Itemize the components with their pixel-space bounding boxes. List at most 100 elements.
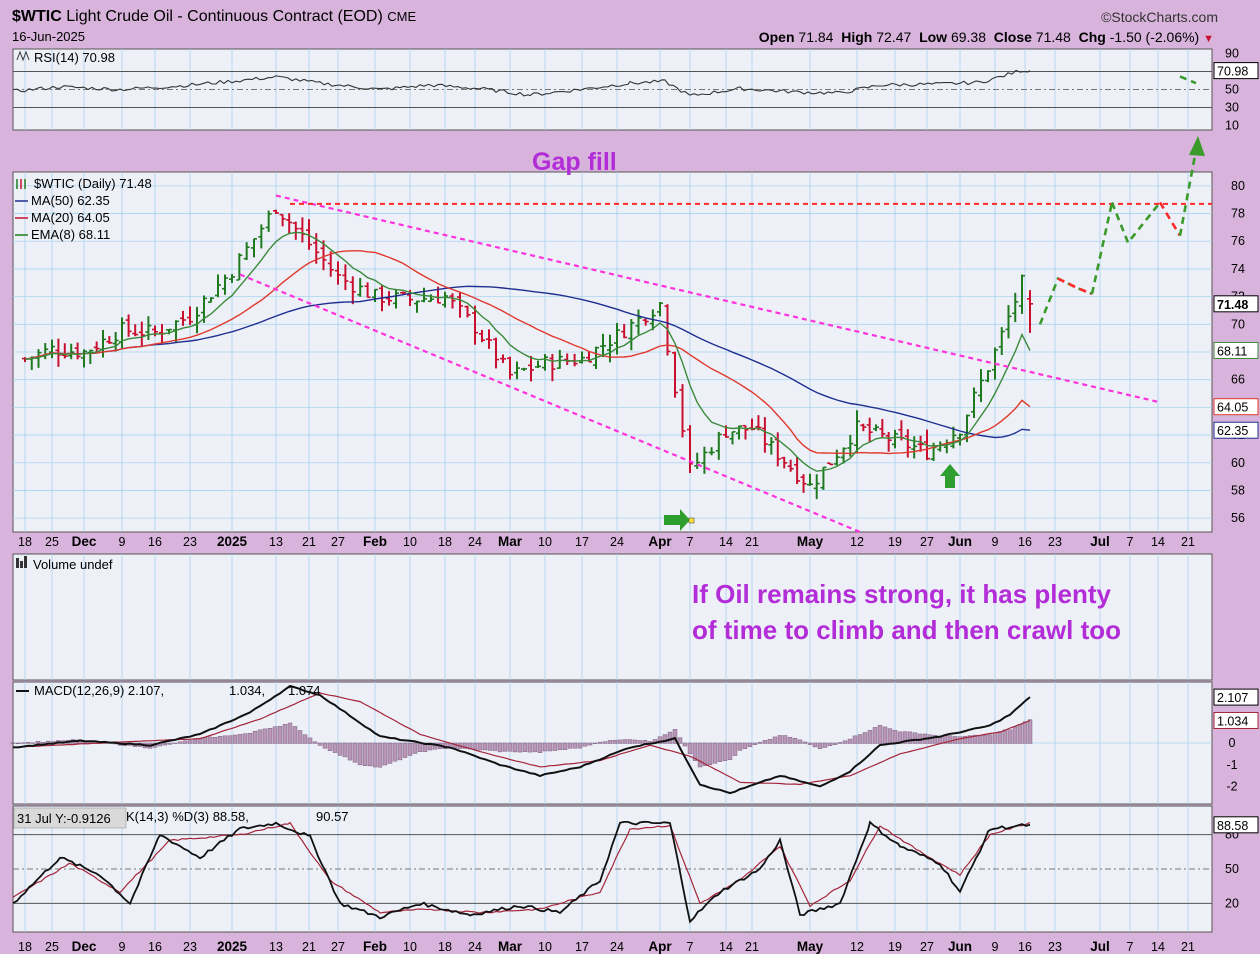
exchange: CME (387, 9, 417, 24)
price-legend-item: MA(50) 62.35 (31, 193, 110, 208)
macd-histogram-bar (907, 731, 913, 744)
date-axis-label: 9 (992, 535, 999, 549)
stoch-tag-text: 88.58 (1217, 819, 1248, 833)
stoch-axis-label: 20 (1225, 896, 1239, 910)
macd-histogram-bar (777, 735, 783, 744)
date-axis-label: 14 (1151, 535, 1165, 549)
date-axis-label: 14 (719, 940, 733, 954)
date-axis-label: 10 (403, 940, 417, 954)
macd-histogram-bar (967, 735, 973, 744)
macd-histogram-bar (852, 735, 858, 744)
macd-histogram-bar (947, 735, 953, 744)
macd-histogram-bar (627, 739, 633, 744)
macd-histogram-bar (982, 735, 988, 744)
date-axis-label: 21 (302, 940, 316, 954)
macd-signal-tag-text: 1.034 (1217, 714, 1248, 728)
macd-hist-label: 1.074 (288, 683, 321, 698)
date-axis-label: Dec (72, 939, 97, 954)
macd-histogram-bar (722, 742, 728, 761)
price-axis-label: 60 (1231, 456, 1245, 470)
macd-histogram-bar (767, 739, 773, 744)
macd-histogram-bar (542, 742, 548, 752)
volume-icon (24, 556, 27, 568)
macd-histogram-bar (342, 742, 348, 758)
macd-histogram-bar (732, 742, 738, 756)
macd-histogram-bar (787, 736, 793, 744)
date-axis-label: Jul (1090, 939, 1110, 954)
macd-histogram-bar (847, 738, 853, 744)
rsi-icon (16, 50, 30, 62)
date-axis-label: 27 (920, 940, 934, 954)
macd-histogram-bar (582, 742, 588, 747)
close-label: Close (993, 29, 1032, 45)
rsi-tag-text: 70.98 (1217, 65, 1248, 79)
macd-histogram-bar (297, 730, 303, 744)
macd-histogram-bar (247, 733, 253, 744)
macd-histogram-bar (312, 741, 318, 744)
macd-histogram-bar (382, 742, 388, 766)
macd-histogram-bar (1007, 729, 1013, 744)
date-axis-label: 21 (1181, 535, 1195, 549)
projection-up-3 (1110, 201, 1162, 246)
macd-histogram-bar (827, 742, 833, 746)
rsi-panel (12, 48, 1213, 131)
price-tag (1213, 295, 1259, 313)
macd-histogram-bar (887, 728, 893, 744)
price-legend-item: MA(20) 64.05 (31, 210, 110, 225)
date-axis-label: 24 (610, 940, 624, 954)
macd-histogram-bar (992, 732, 998, 744)
macd-histogram-bar (512, 742, 518, 753)
date-axis-label: 21 (302, 535, 316, 549)
projection-up-5 (1178, 149, 1198, 236)
macd-histogram-bar (1012, 726, 1018, 744)
macd-histogram-bar (697, 742, 703, 768)
volume-icon (20, 561, 23, 568)
macd-histogram-bar (10, 742, 16, 744)
macd-histogram-bar (227, 735, 233, 744)
macd-histogram-bar (1022, 721, 1028, 744)
macd-histogram-bar (672, 729, 678, 744)
volume-label: Volume undef (33, 557, 113, 572)
macd-histogram-bar (522, 742, 528, 752)
macd-histogram-bar (807, 742, 813, 745)
macd-histogram-bar (40, 742, 46, 744)
stoch-d-label: 90.57 (316, 809, 349, 824)
macd-histogram-bar (742, 742, 748, 749)
date-axis-label: 18 (18, 535, 32, 549)
date-axis-label: 9 (119, 535, 126, 549)
macd-histogram-bar (717, 742, 723, 762)
macd-histogram-bar (932, 734, 938, 744)
macd-histogram-bar (657, 736, 663, 744)
rsi-line (12, 69, 1031, 97)
chart-header: $WTIC Light Crude Oil - Continuous Contr… (0, 0, 1260, 46)
date-axis-label: Apr (648, 939, 672, 954)
upper-trendline (275, 194, 1159, 403)
macd-histogram-bar (772, 736, 778, 744)
macd-histogram-bar (397, 742, 403, 761)
date-axis-label: 23 (1048, 940, 1062, 954)
brand-watermark[interactable]: ©StockCharts.com (1101, 9, 1218, 25)
macd-histogram-bar (1027, 719, 1033, 744)
chg-label: Chg (1078, 29, 1106, 45)
price-axis-label: 76 (1231, 234, 1245, 248)
macd-tag (1213, 688, 1259, 706)
macd-histogram-bar (252, 730, 258, 744)
date-axis-label: 10 (538, 940, 552, 954)
date-axis-label: Jun (948, 939, 972, 954)
macd-histogram-bar (782, 735, 788, 744)
macd-histogram-bar (20, 742, 26, 744)
macd-histogram-bar (387, 742, 393, 764)
macd-histogram-bar (307, 737, 313, 744)
price-legend-item: $WTIC (Daily) 71.48 (34, 176, 152, 191)
macd-histogram-bar (317, 742, 323, 746)
macd-histogram-bar (372, 742, 378, 768)
date-axis-label: 24 (610, 535, 624, 549)
macd-histogram-bar (752, 742, 758, 745)
macd-histogram-bar (487, 742, 493, 751)
date-axis-label: 2025 (217, 939, 248, 954)
rsi-axis-label: 90 (1225, 47, 1239, 61)
macd-histogram-bar (577, 742, 583, 749)
date-axis-label: 23 (1048, 535, 1062, 549)
macd-histogram-bar (187, 740, 193, 744)
